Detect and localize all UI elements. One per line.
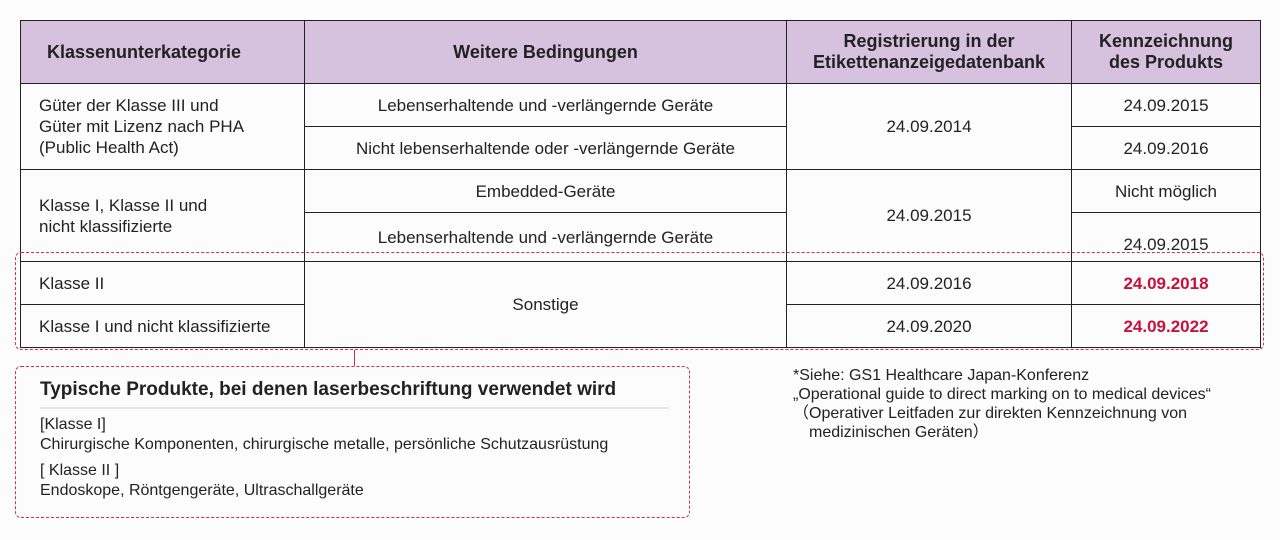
class2-products: [ Klasse II ] Endoskope, Röntgengeräte, U… bbox=[40, 462, 364, 499]
source-footnote: *Siehe: GS1 Healthcare Japan-Konferenz „… bbox=[793, 366, 1211, 442]
category-cell: Güter der Klasse III und Güter mit Lizenz… bbox=[20, 83, 305, 170]
table-row: Klasse I und nicht klassifizierte 24.09.… bbox=[20, 304, 1261, 348]
condition-cell: Nicht lebenserhaltende oder -verlängernd… bbox=[304, 126, 787, 170]
table-row: Lebenserhaltende und -verlängernde Gerät… bbox=[21, 212, 1261, 262]
table-row: Klasse II Sonstige 24.09.2016 24.09.2018 bbox=[20, 261, 1261, 348]
typical-products-box: Typische Produkte, bei denen laserbeschr… bbox=[15, 366, 690, 518]
table-row: Güter der Klasse III und Güter mit Lizenz… bbox=[20, 83, 1261, 170]
footnote-line: medizinischen Geräten） bbox=[793, 424, 989, 441]
registration-cell: 24.09.2015 bbox=[786, 169, 1072, 262]
labeling-cell: 24.09.2016 bbox=[1071, 126, 1261, 170]
labeling-cell: 24.09.2015 bbox=[1071, 212, 1261, 262]
labeling-cell: Nicht möglich bbox=[1071, 169, 1261, 213]
header-labeling: Kennzeichnung des Produkts bbox=[1071, 20, 1261, 84]
condition-cell: Lebenserhaltende und -verlängernde Gerät… bbox=[304, 212, 787, 262]
registration-cell: 24.09.2016 bbox=[786, 261, 1072, 305]
category-cell: Klasse I, Klasse II und nicht klassifizie… bbox=[20, 169, 305, 262]
labeling-deadlines-table: Klassenunterkategorie Weitere Bedingunge… bbox=[20, 20, 1261, 348]
table-row: Nicht lebenserhaltende oder -verlängernd… bbox=[21, 126, 1261, 170]
header-registration: Registrierung in der Etikettenanzeigedate… bbox=[786, 20, 1072, 84]
footnote-line: „Operational guide to direct marking on … bbox=[793, 386, 1211, 403]
labeling-cell-highlight: 24.09.2022 bbox=[1071, 304, 1261, 348]
condition-cell: Embedded-Geräte bbox=[304, 169, 787, 213]
header-conditions: Weitere Bedingungen bbox=[304, 20, 787, 84]
registration-cell: 24.09.2014 bbox=[786, 83, 1072, 170]
connector-line bbox=[354, 350, 355, 366]
footnote-line: （Operativer Leitfaden zur direkten Kennz… bbox=[793, 405, 1188, 422]
labeling-cell-highlight: 24.09.2018 bbox=[1071, 261, 1261, 305]
category-cell: Klasse I und nicht klassifizierte bbox=[20, 304, 305, 348]
condition-cell: Sonstige bbox=[304, 261, 787, 348]
registration-cell: 24.09.2020 bbox=[786, 304, 1072, 348]
header-category: Klassenunterkategorie bbox=[20, 20, 305, 84]
condition-cell: Lebenserhaltende und -verlängernde Gerät… bbox=[304, 83, 787, 127]
class1-products: [Klasse I] Chirurgische Komponenten, chir… bbox=[40, 416, 609, 453]
table-header-row: Klassenunterkategorie Weitere Bedingunge… bbox=[20, 20, 1261, 84]
table-row: Klasse I, Klasse II und nicht klassifizie… bbox=[20, 169, 1261, 262]
products-title: Typische Produkte, bei denen laserbeschr… bbox=[40, 379, 669, 409]
labeling-cell: 24.09.2015 bbox=[1071, 83, 1261, 127]
category-cell: Klasse II bbox=[20, 261, 305, 305]
footnote-line: *Siehe: GS1 Healthcare Japan-Konferenz bbox=[793, 367, 1090, 384]
